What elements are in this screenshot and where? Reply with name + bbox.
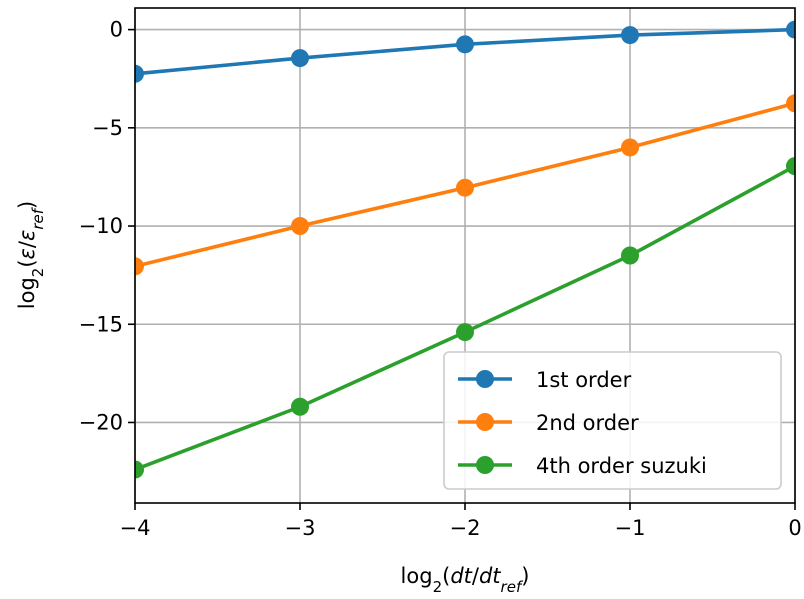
x-tick-label: −3 — [285, 516, 316, 540]
data-point-series-1 — [291, 49, 309, 68]
x-tick-label: −4 — [120, 516, 151, 540]
data-point-series-2 — [135, 257, 144, 276]
legend-label: 2nd order — [536, 411, 639, 435]
y-axis-label: log2(ε/εref) — [15, 201, 47, 309]
series-layer — [135, 20, 795, 479]
x-axis-label: log2(dt/dtref) — [401, 564, 530, 594]
data-point-series-2 — [786, 94, 795, 113]
y-tick-label: −10 — [79, 214, 123, 238]
tick-marks — [128, 28, 796, 510]
data-point-series-1 — [135, 64, 144, 83]
x-tick-label: −1 — [615, 516, 646, 540]
data-point-series-3 — [291, 397, 309, 416]
y-tick-label: −15 — [79, 312, 123, 336]
data-point-series-1 — [456, 35, 474, 54]
legend-marker — [476, 413, 494, 431]
y-tick-label: 0 — [110, 18, 123, 42]
data-point-series-3 — [786, 157, 795, 176]
data-point-series-1 — [786, 20, 795, 39]
data-point-series-2 — [291, 217, 309, 236]
legend: 1st order 2nd order 4th order suzuki — [443, 351, 782, 490]
x-tick-label: −2 — [450, 516, 481, 540]
data-point-series-3 — [621, 246, 639, 265]
data-point-series-1 — [621, 26, 639, 45]
legend-label: 1st order — [536, 368, 632, 392]
y-tick-label: −20 — [79, 410, 123, 434]
legend-box — [443, 351, 782, 490]
data-point-series-3 — [456, 323, 474, 342]
legend-marker — [476, 370, 494, 388]
data-point-series-2 — [456, 178, 474, 197]
y-tick-label: −5 — [92, 116, 123, 140]
data-point-series-3 — [135, 460, 144, 479]
x-tick-label: 0 — [788, 516, 801, 540]
legend-label: 4th order suzuki — [536, 454, 707, 478]
legend-marker — [476, 456, 494, 474]
data-point-series-2 — [621, 138, 639, 157]
tick-labels: −4 −3 −2 −1 00−5−10−15−20 — [79, 18, 802, 540]
